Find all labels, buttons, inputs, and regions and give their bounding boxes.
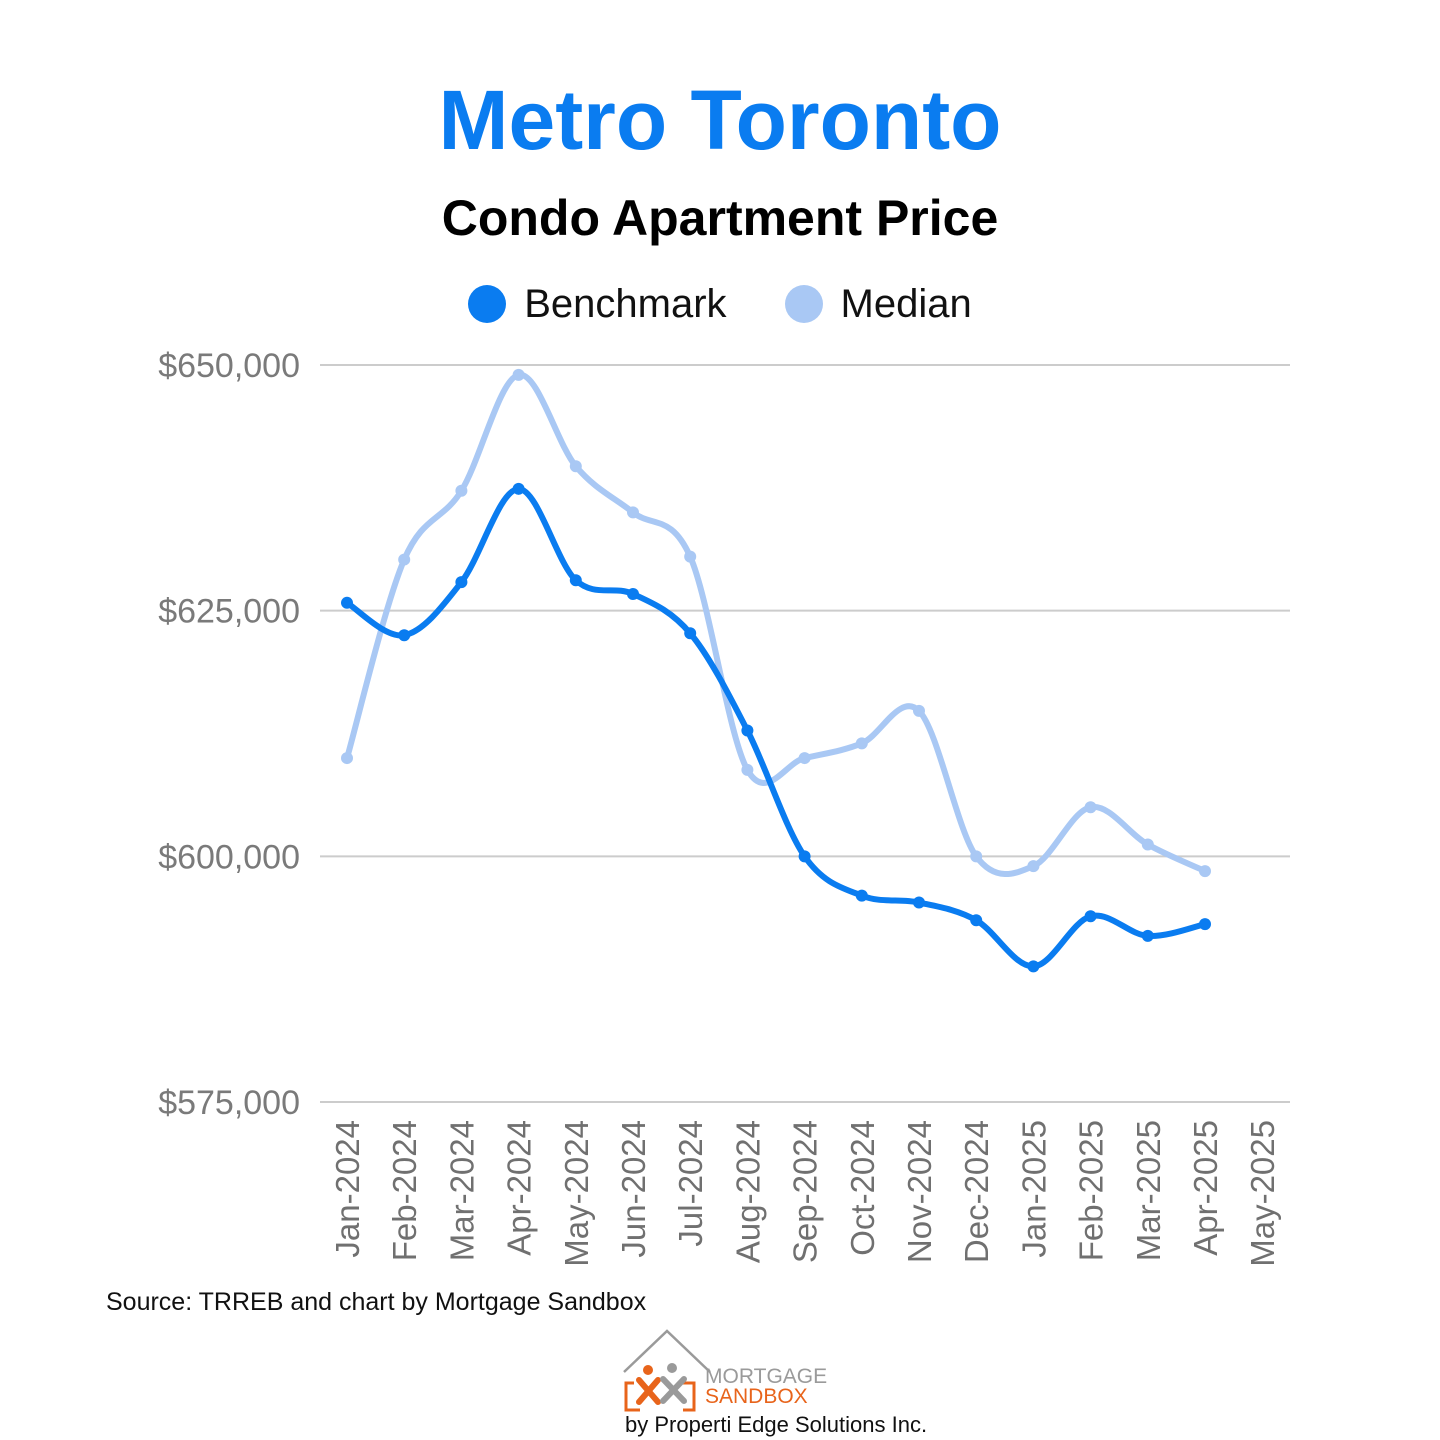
x-tick-label: Jul-2024 [672,1120,709,1247]
data-point-benchmark [341,596,353,609]
data-point-benchmark [1141,929,1154,942]
logo-tagline: by Properti Edge Solutions Inc. [625,1412,927,1437]
x-tick-label: Sep-2024 [787,1120,824,1263]
x-tick-label: May-2024 [558,1120,595,1267]
data-point-benchmark [398,629,411,642]
x-tick-label: Apr-2024 [501,1120,538,1256]
y-axis-tick-labels: $575,000 $600,000 $625,000 $650,000 [158,347,300,1122]
data-point-benchmark [627,587,639,600]
line-chart: $575,000 $600,000 $625,000 $650,000 Jan-202… [158,347,1290,1267]
bracket-right-icon [680,1381,696,1412]
data-point-median [398,553,411,566]
bracket-left-icon [624,1381,640,1412]
x-tick-label: Apr-2025 [1187,1120,1224,1256]
chart-subtitle: Condo Apartment Price [441,190,999,246]
x-tick-label: Feb-2025 [1073,1120,1110,1261]
x-tick-label: Mar-2024 [443,1120,480,1261]
y-tick-label: $575,000 [158,1084,300,1122]
data-point-median [684,550,697,563]
data-point-median [855,737,868,750]
data-point-median [1084,801,1097,814]
data-point-median [627,506,639,519]
data-point-benchmark [455,576,468,589]
logo-word-sandbox: SANDBOX [705,1385,808,1408]
x-tick-label: Jan-2024 [329,1120,366,1258]
data-point-benchmark [913,896,925,909]
data-point-median [798,752,811,765]
data-point-benchmark [1084,910,1097,923]
y-tick-label: $650,000 [158,347,300,385]
chart-title: Metro Toronto [438,73,1002,167]
x-tick-label: Aug-2024 [729,1120,766,1263]
x-tick-label: Nov-2024 [901,1120,938,1263]
y-tick-label: $625,000 [158,593,300,631]
legend: Benchmark Median [0,280,1440,328]
people-icon [636,1363,687,1405]
data-point-median [1199,865,1211,878]
data-point-benchmark [512,482,525,495]
data-point-median [512,368,525,381]
x-tick-label: Feb-2024 [386,1120,423,1261]
x-tick-label: Jun-2024 [615,1120,652,1258]
legend-label-benchmark: Benchmark [524,282,727,326]
x-axis-tick-labels: Jan-2024 Feb-2024 Mar-2024 Apr-2024 May-2024… [329,1120,1281,1267]
house-outline-icon [623,1329,711,1373]
data-point-benchmark [970,914,983,927]
data-point-median [741,763,754,776]
legend-swatch-median [784,285,823,323]
data-point-median [1141,838,1154,851]
x-tick-label: Dec-2024 [958,1120,995,1263]
legend-label-median: Median [840,282,972,326]
data-point-benchmark [1027,960,1040,973]
legend-swatch-benchmark [468,285,507,323]
legend-item-median: Median [784,280,972,328]
data-point-benchmark [1199,918,1211,931]
data-point-benchmark [569,574,582,587]
data-point-benchmark [684,627,697,640]
x-tick-label: May-2025 [1244,1120,1281,1267]
source-note: Source: TRREB and chart by Mortgage Sand… [106,1288,647,1316]
data-point-median [970,850,983,863]
series-lines [341,368,1211,973]
data-point-median [455,484,468,497]
data-point-benchmark [855,889,868,902]
data-point-median [341,752,353,765]
data-point-median [913,704,925,717]
x-tick-label: Oct-2024 [844,1120,881,1256]
logo-word-mortgage: MORTGAGE [705,1365,827,1388]
data-point-median [569,460,582,473]
x-tick-label: Jan-2025 [1015,1120,1052,1258]
x-tick-label: Mar-2025 [1130,1120,1167,1261]
data-point-benchmark [741,724,754,737]
data-point-median [1027,860,1040,873]
series-line-benchmark [344,485,1208,970]
data-point-benchmark [798,850,811,863]
legend-item-benchmark: Benchmark [468,280,727,328]
y-tick-label: $600,000 [158,838,300,876]
